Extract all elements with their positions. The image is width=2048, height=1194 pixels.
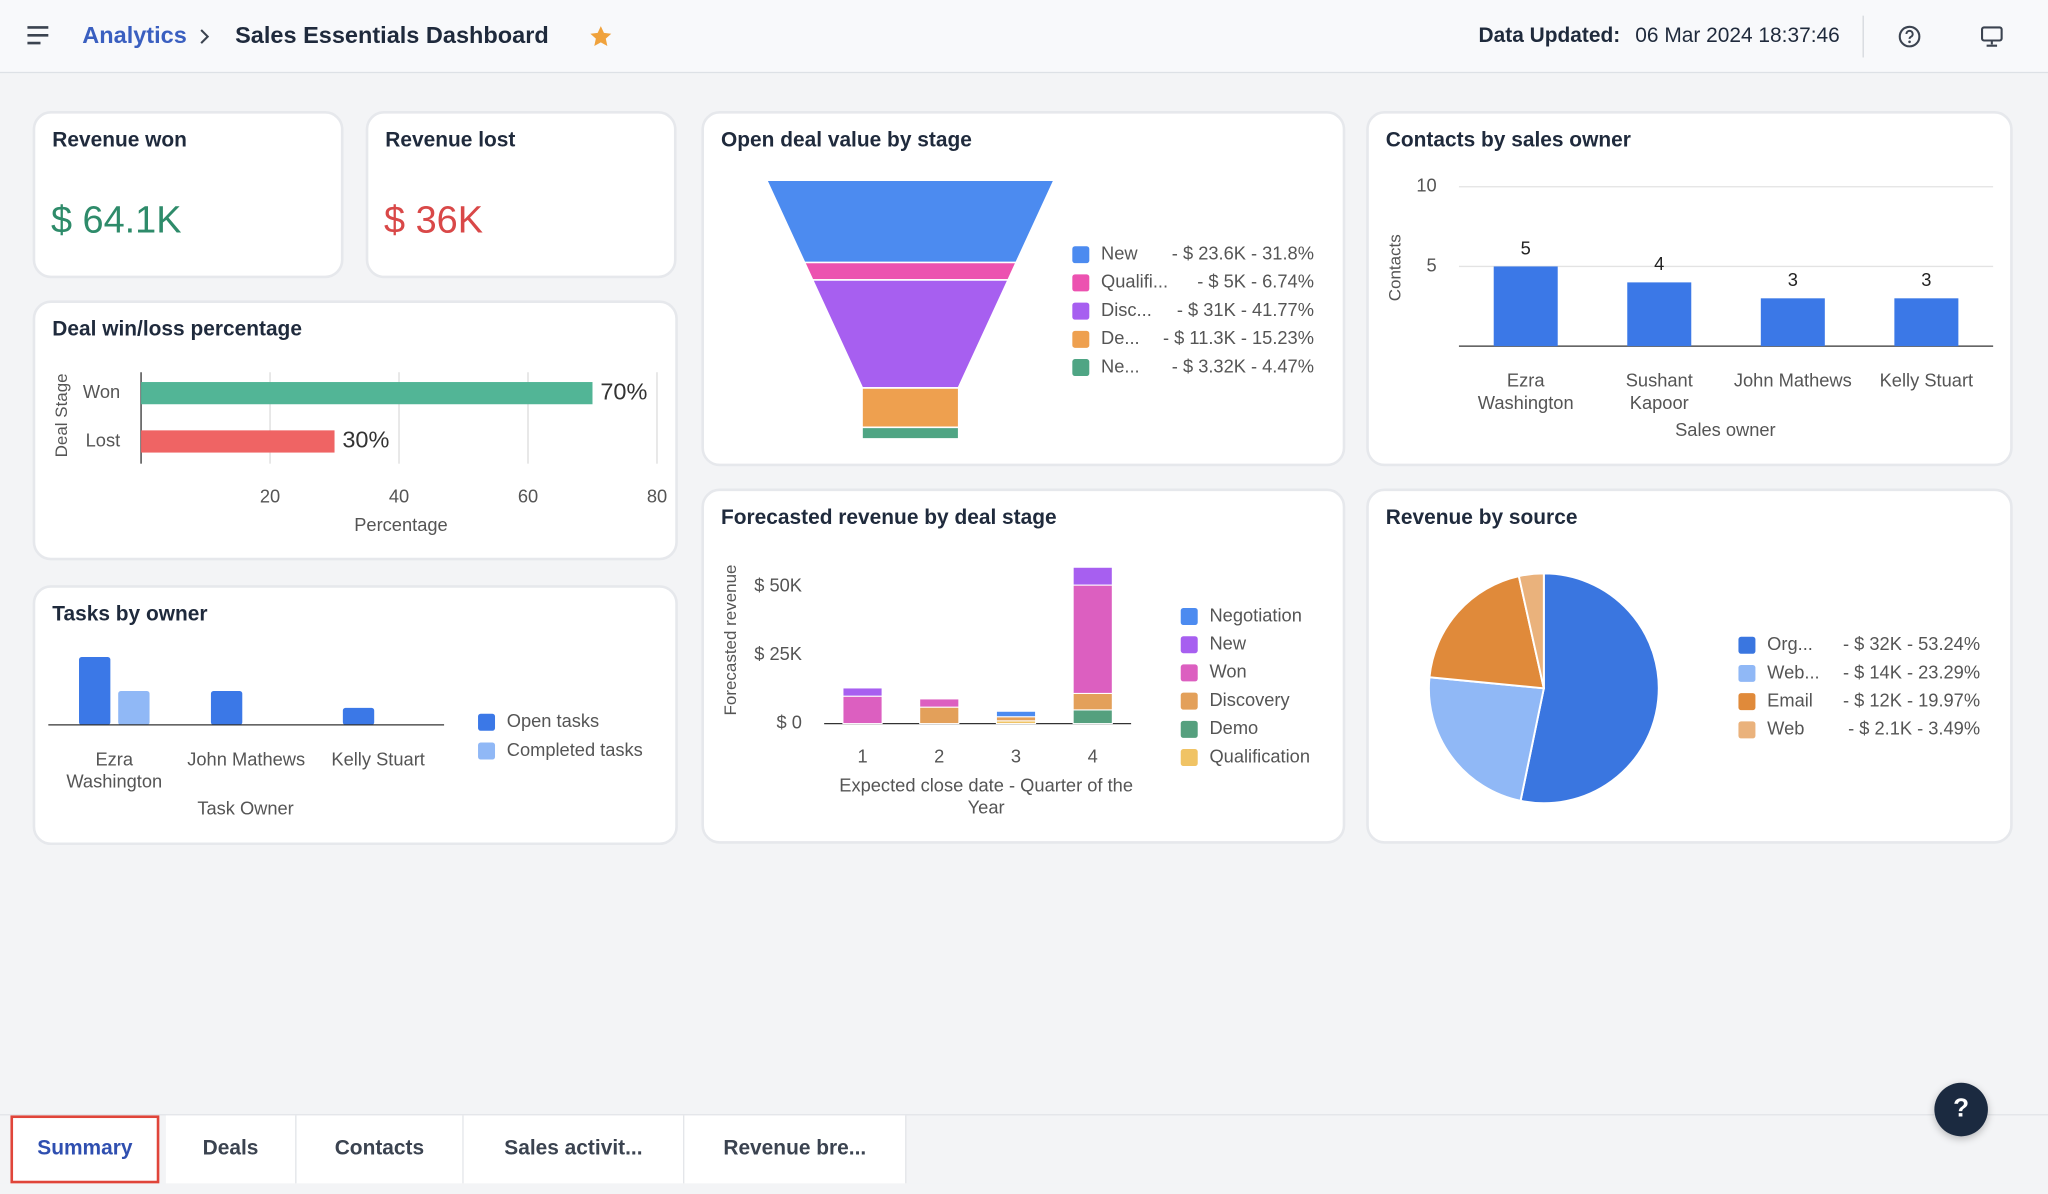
kpi-value: $ 36K	[383, 199, 483, 242]
x-tick-label: John Mathews	[187, 748, 306, 770]
kpi-card: Revenue lost $ 36K	[365, 111, 677, 279]
chart-card: Open deal value by stage	[701, 111, 1346, 467]
kpi-title: Revenue lost	[385, 129, 516, 152]
chart-card: Revenue by source	[1366, 488, 2013, 844]
chart-title: Contacts by sales owner	[1385, 129, 1631, 152]
chart-title: Forecasted revenue by deal stage	[720, 506, 1057, 529]
menu-icon[interactable]	[26, 25, 50, 46]
help-icon[interactable]	[1898, 25, 1922, 49]
kpi-card: Revenue won $ 64.1K	[32, 111, 344, 279]
tab-bar: Summary Deals Contacts Sales activit... …	[0, 1114, 2048, 1184]
x-tick-label: Ezra Washington	[1477, 369, 1574, 413]
x-tick-label: Kelly Stuart	[331, 748, 425, 770]
tab[interactable]: Contacts	[296, 1115, 464, 1184]
x-tick-label: Sushant Kapoor	[1625, 369, 1693, 413]
tab[interactable]: Revenue bre...	[684, 1115, 907, 1184]
kpi-title: Revenue won	[52, 129, 187, 152]
header: Analytics Sales Essentials Dashboard Dat…	[0, 0, 2048, 74]
divider	[1862, 15, 1864, 58]
chart-title: Revenue by source	[1385, 506, 1578, 529]
kpi-value: $ 64.1K	[50, 199, 182, 242]
chart-title: Tasks by owner	[52, 603, 208, 626]
chart-card: Forecasted revenue by deal stage	[701, 488, 1346, 844]
chart-card: Contacts by sales owner	[1366, 111, 2013, 467]
tab[interactable]: Summary	[10, 1115, 160, 1184]
chart-card: Tasks by owner	[32, 585, 678, 846]
chart-title: Open deal value by stage	[720, 129, 972, 152]
tab[interactable]: Sales activit...	[463, 1115, 685, 1184]
help-button[interactable]: ?	[1934, 1082, 1988, 1137]
tab[interactable]: Deals	[165, 1115, 297, 1184]
chart-card: Deal win/loss percentage	[32, 300, 678, 561]
breadcrumb-link[interactable]: Analytics	[82, 22, 187, 49]
present-icon[interactable]	[1980, 25, 2004, 49]
chart-title: Deal win/loss percentage	[52, 318, 302, 341]
breadcrumb-separator	[200, 29, 210, 44]
x-axis-title: Expected close date - Quarter of the Yea…	[839, 774, 1133, 818]
x-tick-label: John Mathews	[1733, 369, 1852, 391]
x-tick-label: Kelly Stuart	[1879, 369, 1974, 391]
updated-label: Data Updated:	[1478, 24, 1621, 48]
page-title: Sales Essentials Dashboard	[235, 22, 549, 49]
favorite-star[interactable]	[589, 25, 613, 49]
x-tick-label: Ezra Washington	[66, 748, 163, 792]
updated-value: 06 Mar 2024 18:37:46	[1635, 24, 1840, 48]
